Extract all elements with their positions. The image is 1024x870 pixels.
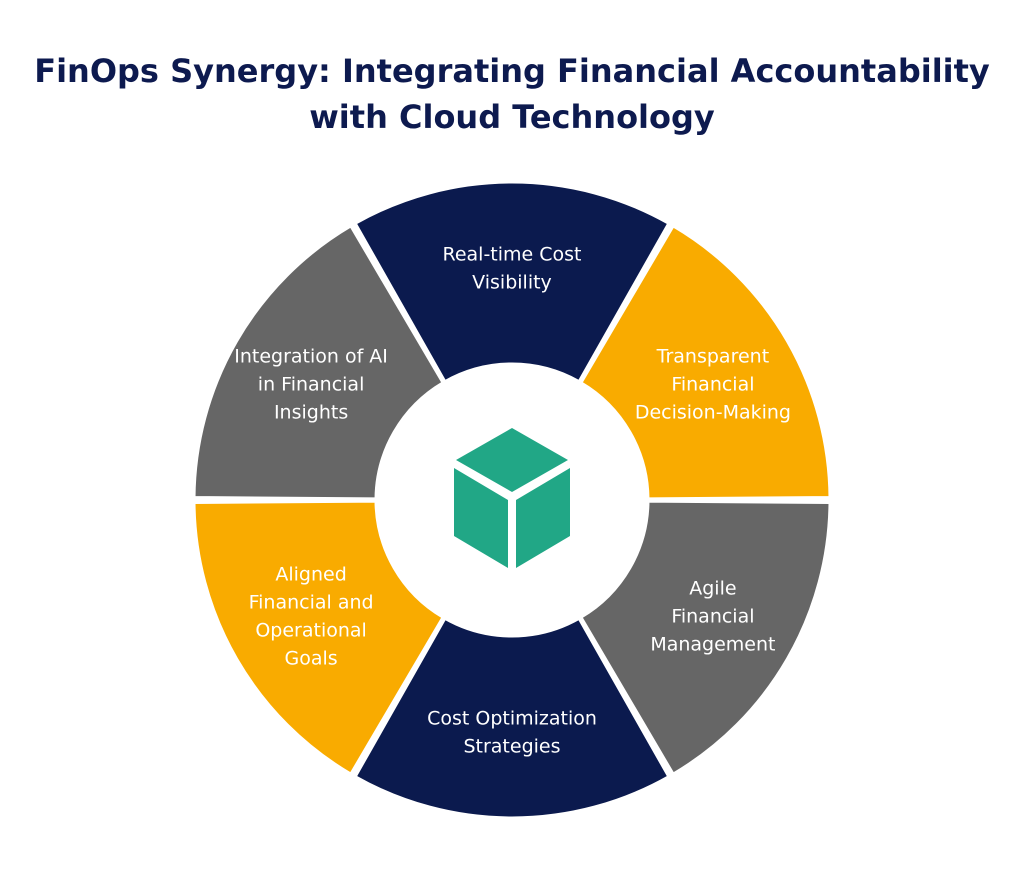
center-hub bbox=[377, 365, 647, 635]
cube-left-face bbox=[454, 468, 508, 568]
segment-shape-real-time-cost-visibility bbox=[353, 180, 671, 384]
segments-layer: Real-time Cost Visibility Transparent Finan… bbox=[192, 180, 832, 820]
cube-icon bbox=[454, 428, 570, 568]
segment-label-line: Decision-Making bbox=[635, 402, 791, 424]
cube-top-face bbox=[456, 428, 568, 492]
segment-real-time-cost-visibility: Real-time Cost Visibility bbox=[353, 180, 671, 384]
title-line-2: with Cloud Technology bbox=[309, 98, 715, 136]
segment-label-line: Financial bbox=[671, 374, 754, 396]
segment-shape-aligned-financial-and-operational-goals bbox=[192, 499, 446, 777]
segment-label-transparent-financial-decision-making: Transparent Financial Decision-Making bbox=[635, 346, 791, 424]
segment-label-line: Financial bbox=[671, 606, 754, 628]
segment-label-line: Visibility bbox=[472, 272, 552, 294]
segment-transparent-financial-decision-making: Transparent Financial Decision-Making bbox=[578, 223, 832, 501]
segment-label-cost-optimization-strategies: Cost Optimization Strategies bbox=[427, 708, 597, 758]
segment-label-line: Goals bbox=[284, 648, 337, 670]
segment-integration-of-ai-in-financial-insights: Integration of AI in Financial Insights bbox=[192, 223, 446, 501]
segment-label-agile-financial-management: Agile Financial Management bbox=[650, 578, 775, 656]
segment-label-line: in Financial bbox=[258, 374, 365, 396]
segment-label-line: Operational bbox=[255, 620, 366, 642]
segment-label-line: Financial and bbox=[249, 592, 374, 614]
segment-shape-integration-of-ai-in-financial-insights bbox=[192, 223, 446, 501]
segment-label-aligned-financial-and-operational-goals: Aligned Financial and Operational Goals bbox=[249, 564, 374, 670]
segment-label-line: Cost Optimization bbox=[427, 708, 597, 730]
segment-label-line: Management bbox=[650, 634, 775, 656]
title-line-1: FinOps Synergy: Integrating Financial Ac… bbox=[34, 52, 990, 90]
segment-label-integration-of-ai-in-financial-insights: Integration of AI in Financial Insights bbox=[234, 346, 388, 424]
cube-right-face bbox=[516, 468, 570, 568]
segment-label-line: Insights bbox=[274, 402, 348, 424]
segment-label-real-time-cost-visibility: Real-time Cost Visibility bbox=[442, 244, 581, 294]
segment-label-line: Transparent bbox=[656, 346, 770, 368]
segment-label-line: Integration of AI bbox=[234, 346, 388, 368]
segment-label-line: Real-time Cost bbox=[442, 244, 581, 266]
segment-cost-optimization-strategies: Cost Optimization Strategies bbox=[353, 616, 671, 820]
segment-shape-cost-optimization-strategies bbox=[353, 616, 671, 820]
segment-label-line: Strategies bbox=[463, 736, 560, 758]
segment-aligned-financial-and-operational-goals: Aligned Financial and Operational Goals bbox=[192, 499, 446, 777]
segment-label-line: Aligned bbox=[275, 564, 346, 586]
segment-agile-financial-management: Agile Financial Management bbox=[578, 499, 832, 777]
diagram-title: FinOps Synergy: Integrating Financial Ac… bbox=[0, 48, 1024, 140]
segment-shape-agile-financial-management bbox=[578, 499, 832, 777]
segment-label-line: Agile bbox=[689, 578, 736, 600]
segment-shape-transparent-financial-decision-making bbox=[578, 223, 832, 501]
